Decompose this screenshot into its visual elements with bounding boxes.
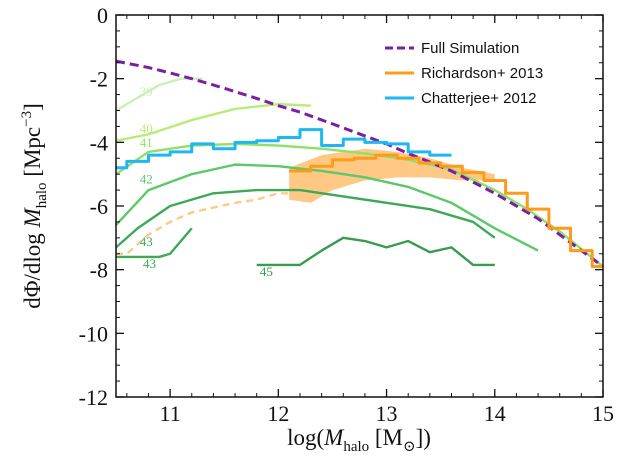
legend: Full Simulation Richardson+ 2013 Chatterje… bbox=[385, 40, 543, 107]
series-43-line-8 bbox=[116, 227, 193, 259]
series-39-line-3 bbox=[115, 77, 203, 112]
series-43-line-7 bbox=[115, 188, 496, 249]
curve-label-41-2: 41 bbox=[140, 135, 153, 150]
y-tick-label-5: -2 bbox=[90, 67, 108, 92]
y-tick-label-3: -6 bbox=[90, 194, 108, 219]
series-40-line-4 bbox=[115, 102, 311, 142]
curve-label-40-1: 40 bbox=[140, 121, 153, 136]
series-chatterjee-2012-line-1 bbox=[116, 128, 452, 170]
series-42-line-6 bbox=[115, 163, 539, 252]
curve-label-42-3: 42 bbox=[140, 172, 153, 187]
curve-label-45-6: 45 bbox=[260, 264, 273, 279]
series-richardson-2013-line-2 bbox=[289, 153, 603, 268]
x-tick-label-4: 15 bbox=[592, 401, 614, 426]
y-tick-label-0: -12 bbox=[79, 385, 108, 410]
richardson-uncertainty-band bbox=[289, 148, 495, 203]
x-tick-label-0: 11 bbox=[160, 401, 181, 426]
legend-label-full-simulation: Full Simulation bbox=[421, 40, 519, 57]
x-axis-title: log(Mhalo [M⊙]) bbox=[287, 425, 431, 455]
series-45-line-10 bbox=[256, 236, 495, 267]
curve-label-39-0: 39 bbox=[140, 84, 153, 99]
legend-label-chatterjee-2012: Chatterjee+ 2012 bbox=[421, 90, 537, 107]
curve-label-43-4: 43 bbox=[140, 234, 153, 249]
curve-label-43-5: 43 bbox=[143, 256, 156, 271]
x-tick-label-1: 12 bbox=[267, 401, 289, 426]
y-tick-label-4: -4 bbox=[90, 130, 108, 155]
y-axis-title: dΦ/dlog Mhalo [Mpc−3] bbox=[19, 103, 50, 309]
y-tick-label-1: -10 bbox=[79, 321, 108, 346]
legend-label-richardson-2013: Richardson+ 2013 bbox=[421, 65, 543, 82]
series-43-line-9 bbox=[116, 192, 290, 255]
y-tick-label-2: -8 bbox=[90, 258, 108, 283]
x-tick-label-2: 13 bbox=[376, 401, 398, 426]
x-tick-label-3: 14 bbox=[484, 401, 506, 426]
y-tick-label-6: 0 bbox=[97, 3, 108, 28]
